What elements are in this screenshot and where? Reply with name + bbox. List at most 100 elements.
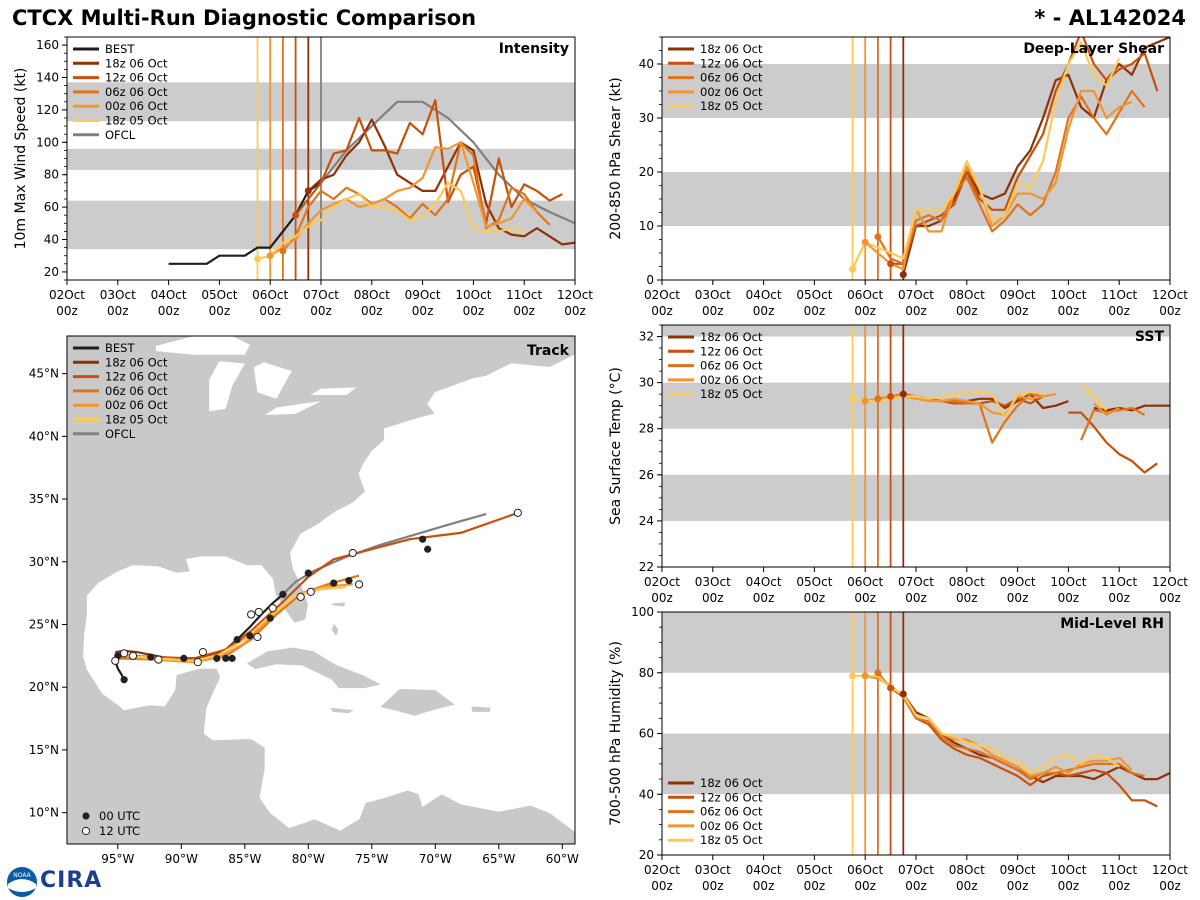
x-tick-hour: 00z xyxy=(804,304,826,318)
track-point-00utc xyxy=(180,654,188,662)
y-tick-label: 24 xyxy=(639,514,654,528)
init-marker xyxy=(849,672,856,680)
x-tick-hour: 00z xyxy=(1159,879,1181,893)
y-tick-label: 80 xyxy=(639,666,654,680)
legend-label: 06z 06 Oct xyxy=(700,805,763,819)
x-tick-hour: 00z xyxy=(259,304,281,318)
x-tick-label: 06Oct xyxy=(252,288,288,302)
track-point-00utc xyxy=(424,545,432,553)
track-point-12utc xyxy=(120,649,129,658)
init-marker xyxy=(304,187,312,195)
init-marker xyxy=(899,390,907,398)
x-tick-hour: 00z xyxy=(854,879,876,893)
track-point-12utc xyxy=(296,592,305,601)
track-point-00utc xyxy=(419,535,427,543)
x-tick-label: 12Oct xyxy=(557,288,593,302)
series-group xyxy=(849,37,1170,279)
y-tick-label: 30 xyxy=(639,111,654,125)
legend-label: 12z 06 Oct xyxy=(700,56,763,70)
x-tick-hour: 00z xyxy=(804,591,826,605)
shade-band xyxy=(662,382,1170,429)
y-tick-label: 22 xyxy=(639,560,654,574)
legend-label: 18z 05 Oct xyxy=(700,99,763,113)
lake-michigan xyxy=(209,361,245,412)
series-line-18z-06-oct xyxy=(307,118,575,246)
track-point-00utc xyxy=(222,654,230,662)
track-point-00utc xyxy=(246,632,254,640)
x-tick-label: 02Oct xyxy=(644,288,680,302)
lake-superior xyxy=(155,336,250,355)
y-tick-label: 15°N xyxy=(29,743,59,757)
series-line-06z-06-oct xyxy=(876,89,1146,265)
x-tick-label: 07Oct xyxy=(898,288,934,302)
series-line-18z-06-oct xyxy=(902,693,1170,784)
legend-label: 12z 06 Oct xyxy=(700,344,763,358)
legend-label: 00 UTC xyxy=(99,809,140,823)
x-tick-label: 65°W xyxy=(482,852,515,866)
series-line-18z-05-oct xyxy=(852,674,1120,775)
x-tick-label: 09Oct xyxy=(1000,863,1036,877)
init-marker xyxy=(887,260,895,268)
track-point-12utc xyxy=(254,607,263,617)
x-tick-label: 04Oct xyxy=(746,575,782,589)
init-marker xyxy=(266,252,274,260)
x-tick-label: 09Oct xyxy=(405,288,441,302)
track-point-12utc xyxy=(154,655,163,664)
x-tick-hour: 00z xyxy=(1108,591,1130,605)
init-marker xyxy=(874,669,882,677)
x-tick-label: 75°W xyxy=(355,852,388,866)
y-tick-label: 20 xyxy=(44,265,59,279)
x-tick-label: 05Oct xyxy=(796,575,832,589)
legend-label: 18z 06 Oct xyxy=(105,56,168,70)
track-point-00utc xyxy=(120,676,128,684)
x-tick-label: 90°W xyxy=(165,852,198,866)
x-tick-label: 11Oct xyxy=(506,288,542,302)
x-tick-hour: 00z xyxy=(1058,304,1080,318)
y-tick-label: 160 xyxy=(36,38,59,52)
x-tick-hour: 00z xyxy=(209,304,231,318)
legend-label: OFCL xyxy=(105,128,136,142)
x-tick-hour: 00z xyxy=(905,879,927,893)
y-axis-label: Sea Surface Temp (°C) xyxy=(608,367,624,525)
legend-label: 18z 06 Oct xyxy=(700,776,763,790)
sst-panel: 22 24 26 28 30 32 02Oct 00z 03Oct 00z 04Oct 00z 05Oc… xyxy=(608,324,1188,605)
x-tick-hour: 00z xyxy=(1007,304,1029,318)
x-tick-label: 07Oct xyxy=(898,863,934,877)
legend-label: BEST xyxy=(105,42,135,56)
x-tick-label: 06Oct xyxy=(847,575,883,589)
y-tick-label: 100 xyxy=(36,135,59,149)
x-tick-label: 09Oct xyxy=(1000,288,1036,302)
series-line-12z-06-oct xyxy=(889,687,1158,808)
legend-marker-12utc xyxy=(81,826,91,836)
x-tick-label: 12Oct xyxy=(1152,288,1188,302)
x-tick-hour: 00z xyxy=(1108,304,1130,318)
x-tick-label: 06Oct xyxy=(847,288,883,302)
y-tick-label: 40 xyxy=(639,787,654,801)
shade-band xyxy=(662,612,1170,673)
legend-label: 00z 06 Oct xyxy=(700,85,763,99)
plot-frame xyxy=(66,335,576,845)
y-axis-label: 200-850 hPa Shear (kt) xyxy=(608,77,624,239)
legend-label: 18z 05 Oct xyxy=(700,387,763,401)
y-tick-label: 20 xyxy=(639,165,654,179)
init-marker xyxy=(874,395,882,403)
map-group xyxy=(67,336,575,844)
series-line-18z-05-oct xyxy=(852,384,1108,419)
x-tick-hour: 00z xyxy=(361,304,383,318)
x-tick-label: 02Oct xyxy=(644,575,680,589)
init-marker xyxy=(279,247,287,255)
track-point-12utc xyxy=(193,658,202,667)
x-tick-label: 09Oct xyxy=(1000,575,1036,589)
x-tick-hour: 00z xyxy=(1007,591,1029,605)
x-tick-hour: 00z xyxy=(1058,879,1080,893)
x-tick-label: 03Oct xyxy=(695,288,731,302)
track-point-00utc xyxy=(304,569,312,577)
shade-band xyxy=(662,172,1170,226)
y-tick-label: 25°N xyxy=(29,617,59,631)
init-marker xyxy=(254,255,261,263)
track-point-12utc xyxy=(128,651,138,660)
y-tick-label: 45°N xyxy=(29,367,59,381)
track-point-12utc xyxy=(355,580,364,589)
x-tick-label: 11Oct xyxy=(1101,863,1137,877)
